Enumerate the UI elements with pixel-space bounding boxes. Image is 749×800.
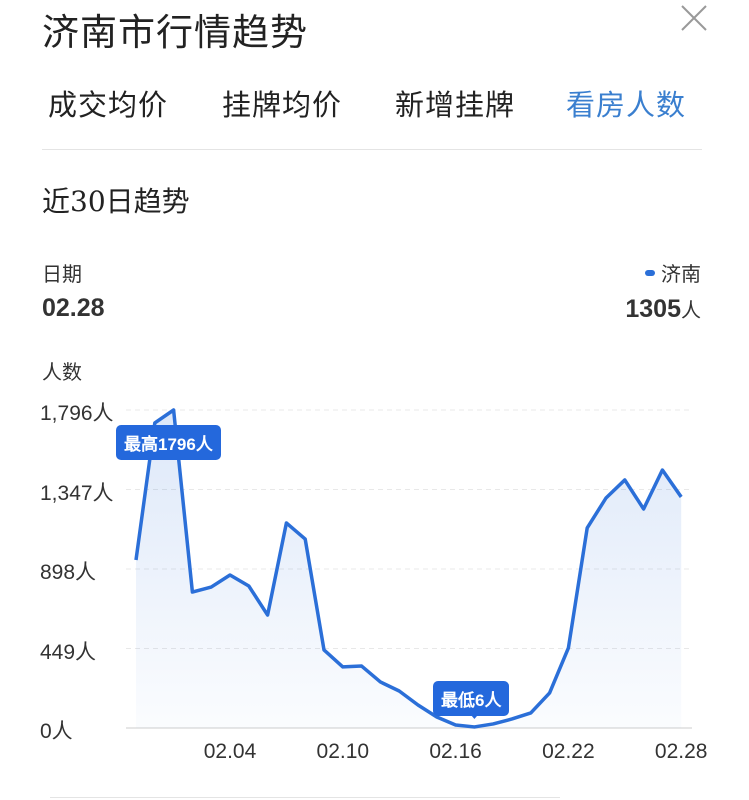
data-point[interactable] — [134, 558, 138, 562]
data-point[interactable] — [172, 408, 176, 412]
y-axis-label: 人数 — [42, 360, 82, 384]
y-tick-label: 0人 — [40, 720, 73, 743]
date-label: 日期 — [42, 262, 82, 286]
data-point[interactable] — [585, 526, 589, 530]
data-point[interactable] — [548, 691, 552, 695]
series-area — [136, 410, 682, 728]
tab-listing-avg-price[interactable]: 挂牌均价 — [222, 88, 343, 122]
data-point[interactable] — [416, 703, 420, 707]
data-point[interactable] — [566, 646, 570, 650]
data-point[interactable] — [209, 585, 213, 589]
data-point[interactable] — [642, 507, 646, 511]
current-value: 1305人 — [625, 294, 701, 324]
tab-viewers[interactable]: 看房人数 — [566, 88, 687, 122]
data-point[interactable] — [341, 665, 345, 669]
data-point[interactable] — [510, 717, 514, 721]
page-title: 济南市行情趋势 — [42, 11, 308, 54]
x-tick-label: 02.04 — [203, 740, 257, 763]
data-point[interactable] — [228, 573, 232, 577]
data-point[interactable] — [378, 680, 382, 684]
section-title: 近30日趋势 — [42, 185, 190, 218]
data-point[interactable] — [472, 725, 476, 729]
y-tick-label: 449人 — [40, 640, 97, 664]
data-point[interactable] — [491, 722, 495, 726]
data-point[interactable] — [623, 478, 627, 482]
legend-dot-icon — [645, 269, 655, 276]
y-tick-label: 1,347人 — [40, 481, 114, 505]
x-tick-label: 02.28 — [654, 740, 708, 763]
data-point[interactable] — [529, 711, 533, 715]
bottom-divider — [50, 797, 560, 798]
close-icon[interactable] — [678, 2, 710, 34]
current-value-number: 1305 — [625, 295, 681, 323]
y-tick-label: 898人 — [40, 561, 97, 584]
data-point[interactable] — [454, 723, 458, 727]
max-annotation: 最高1796人 — [116, 425, 221, 460]
data-point[interactable] — [360, 664, 364, 668]
date-value: 02.28 — [42, 294, 105, 322]
data-point[interactable] — [190, 590, 194, 594]
legend: 济南 — [645, 258, 701, 287]
data-point[interactable] — [660, 468, 664, 472]
legend-label: 济南 — [661, 262, 701, 286]
x-tick-label: 02.10 — [316, 740, 370, 763]
tab-new-listings[interactable]: 新增挂牌 — [395, 88, 516, 122]
current-value-unit: 人 — [681, 298, 701, 322]
min-annotation: 最低6人 — [433, 681, 510, 716]
x-tick-label: 02.22 — [542, 740, 595, 763]
data-point[interactable] — [397, 689, 401, 693]
data-point[interactable] — [322, 648, 326, 652]
data-point[interactable] — [247, 584, 251, 588]
data-point[interactable] — [266, 613, 270, 617]
data-point[interactable] — [303, 537, 307, 541]
tab-deal-avg-price[interactable]: 成交均价 — [48, 88, 169, 122]
series-line — [134, 408, 683, 729]
divider — [42, 149, 702, 150]
y-tick-label: 1,796人 — [40, 402, 114, 425]
data-point[interactable] — [604, 496, 608, 500]
x-tick-label: 02.16 — [429, 740, 482, 763]
data-point[interactable] — [284, 521, 288, 525]
data-point[interactable] — [679, 495, 683, 499]
